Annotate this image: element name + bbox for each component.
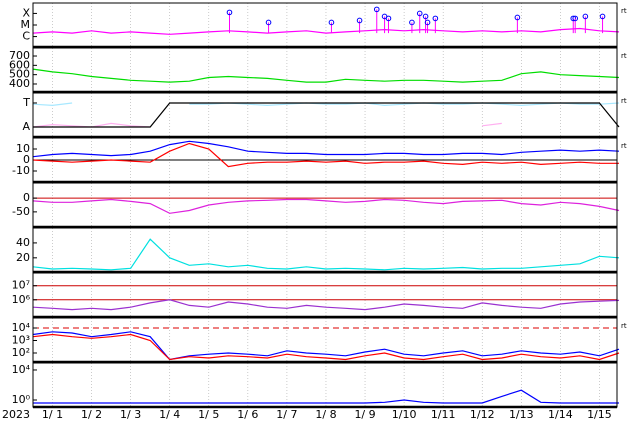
side-label: rt [621, 322, 627, 330]
side-label: rt [621, 52, 627, 60]
x-tick-label: 1/ 9 [354, 408, 375, 421]
y-tick-label: 10⁴ [12, 321, 31, 334]
y-tick-label: 20 [16, 251, 30, 264]
x-tick-label: 1/13 [509, 408, 534, 421]
y-tick-label: 700 [9, 49, 30, 62]
panel-frame [33, 228, 617, 272]
x-tick-label: 1/ 5 [198, 408, 219, 421]
panel-frame [33, 48, 617, 92]
x-tick-label: 1/15 [587, 408, 612, 421]
x-tick-label: 1/ 4 [159, 408, 180, 421]
x-tick-label: 1/10 [392, 408, 417, 421]
x-tick-label: 1/ 2 [81, 408, 102, 421]
series-line [32, 142, 619, 168]
event-marker [385, 15, 392, 22]
y-tick-label: T [22, 96, 30, 109]
event-marker [356, 17, 363, 24]
panel-frame [33, 93, 617, 137]
series-line [32, 68, 620, 83]
event-marker [572, 15, 579, 22]
x-tick-label: 1/ 7 [276, 408, 297, 421]
series-line [32, 27, 620, 35]
event-marker [582, 13, 589, 20]
event-marker [226, 9, 233, 16]
event-marker [416, 10, 423, 17]
side-label: rt [621, 142, 627, 150]
series-line [32, 238, 620, 271]
panel-frame [33, 183, 617, 227]
series-line [32, 331, 620, 361]
x-tick-label: 1/ 8 [315, 408, 336, 421]
y-tick-label: 10³ [12, 333, 30, 346]
y-tick-label: -10 [12, 164, 30, 177]
y-tick-label: 40 [16, 236, 30, 249]
panel-frame [33, 273, 617, 317]
event-marker [373, 6, 380, 13]
y-tick-label: 10⁴ [12, 363, 31, 376]
series-line [33, 389, 619, 404]
series-line [32, 333, 620, 361]
y-tick-label: 500 [9, 68, 30, 81]
event-marker [514, 14, 521, 21]
panel-frame [33, 3, 617, 47]
y-tick-label: 10⁷ [12, 279, 30, 292]
event-marker [599, 13, 606, 20]
series-line [33, 102, 620, 128]
y-tick-label: -50 [12, 205, 30, 218]
event-marker [328, 19, 335, 26]
y-tick-label: C [22, 30, 30, 43]
y-tick-label: A [22, 120, 30, 133]
x-tick-label: 1/ 6 [237, 408, 258, 421]
side-label: rt [621, 97, 627, 105]
event-marker [432, 15, 439, 22]
series-line [32, 299, 620, 311]
event-marker [424, 19, 431, 26]
x-tick-label: 1/ 3 [120, 408, 141, 421]
y-tick-label: 600 [9, 58, 30, 71]
event-marker [409, 19, 415, 26]
series-line [32, 140, 620, 158]
y-tick-label: 0 [23, 191, 30, 204]
y-tick-label: 10 [16, 142, 30, 155]
event-marker [422, 13, 429, 20]
event-marker [265, 19, 272, 26]
x-tick-label: 1/14 [548, 408, 573, 421]
series-line [32, 198, 620, 214]
x-tick-label: 1/11 [431, 408, 456, 421]
year-label: 2023 [2, 408, 30, 421]
series-line [32, 102, 620, 107]
y-tick-label: 400 [9, 77, 30, 90]
panel-frame [33, 363, 617, 407]
y-tick-label: M [21, 18, 31, 31]
side-label: rt [621, 7, 627, 15]
y-tick-label: 0 [23, 153, 30, 166]
x-tick-label: 1/12 [470, 408, 495, 421]
y-tick-label: 10² [12, 346, 30, 359]
y-tick-label: X [22, 6, 30, 19]
y-tick-label: 10⁶ [12, 293, 31, 306]
y-tick-label: 10⁰ [12, 393, 31, 406]
x-tick-label: 1/ 1 [42, 408, 63, 421]
